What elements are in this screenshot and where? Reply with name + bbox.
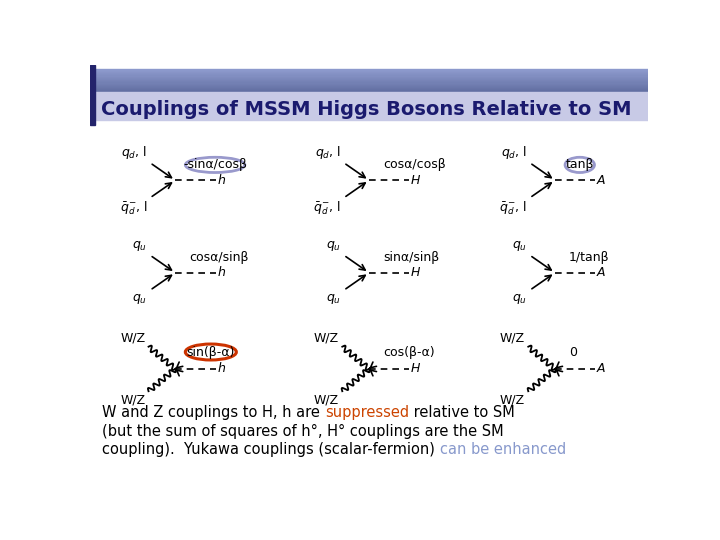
Bar [90, 82, 648, 83]
Text: $\bar{q}_d^{-}$, l: $\bar{q}_d^{-}$, l [120, 199, 148, 217]
Text: H: H [411, 266, 420, 279]
Text: A: A [597, 362, 606, 375]
Bar [90, 79, 648, 80]
Text: suppressed: suppressed [325, 406, 409, 420]
Bar [90, 88, 648, 90]
Bar [90, 85, 648, 86]
Text: relative to SM: relative to SM [409, 406, 515, 420]
Text: $q_u$: $q_u$ [132, 292, 148, 306]
Bar [90, 65, 96, 125]
Bar [90, 73, 648, 75]
Text: cosα/cosβ: cosα/cosβ [383, 158, 446, 171]
Bar [90, 78, 648, 79]
Text: $q_d$, l: $q_d$, l [501, 144, 527, 161]
Text: W/Z: W/Z [120, 332, 145, 345]
Text: W/Z: W/Z [120, 394, 145, 407]
Bar [90, 89, 648, 91]
Text: cos(β-α): cos(β-α) [383, 346, 435, 359]
Bar [90, 84, 648, 85]
Bar [90, 80, 648, 82]
Text: (but the sum of squares of h°, H° couplings are the SM: (but the sum of squares of h°, H° coupli… [102, 424, 504, 439]
Bar [90, 69, 648, 70]
Text: W/Z: W/Z [500, 394, 525, 407]
Text: Couplings of MSSM Higgs Bosons Relative to SM: Couplings of MSSM Higgs Bosons Relative … [101, 100, 631, 119]
Text: $\bar{q}_d^{-}$, l: $\bar{q}_d^{-}$, l [313, 199, 341, 217]
Text: h: h [217, 362, 225, 375]
Text: $q_d$, l: $q_d$, l [315, 144, 341, 161]
Text: W/Z: W/Z [314, 394, 339, 407]
Bar [90, 86, 648, 87]
Text: can be enhanced: can be enhanced [440, 442, 566, 457]
Text: tanβ: tanβ [565, 158, 594, 171]
Text: A: A [597, 266, 606, 279]
Bar [90, 77, 648, 78]
Text: W/Z: W/Z [500, 332, 525, 345]
Text: W and Z couplings to H, h are: W and Z couplings to H, h are [102, 406, 325, 420]
Text: sin(β-α): sin(β-α) [186, 346, 235, 359]
Bar [90, 71, 648, 72]
Text: W/Z: W/Z [314, 332, 339, 345]
Text: sinα/sinβ: sinα/sinβ [383, 251, 439, 264]
Text: $q_u$: $q_u$ [132, 240, 148, 253]
Bar [90, 91, 648, 92]
Bar [90, 92, 648, 120]
Text: $q_u$: $q_u$ [512, 292, 527, 306]
Text: $q_u$: $q_u$ [326, 240, 341, 253]
Text: $\bar{q}_d^{-}$, l: $\bar{q}_d^{-}$, l [499, 199, 527, 217]
Bar [90, 72, 648, 73]
Bar [90, 76, 648, 77]
Text: H: H [411, 362, 420, 375]
Text: 1/tanβ: 1/tanβ [569, 251, 610, 264]
Bar [90, 70, 648, 71]
Bar [90, 87, 648, 88]
Text: $q_d$, l: $q_d$, l [122, 144, 148, 161]
Text: -sinα/cosβ: -sinα/cosβ [183, 158, 247, 171]
Text: coupling).  Yukawa couplings (scalar-fermion): coupling). Yukawa couplings (scalar-ferm… [102, 442, 440, 457]
Text: $q_u$: $q_u$ [326, 292, 341, 306]
Bar [90, 83, 648, 84]
Text: h: h [217, 266, 225, 279]
Text: 0: 0 [569, 346, 577, 359]
Text: $q_u$: $q_u$ [512, 240, 527, 253]
Text: H: H [411, 174, 420, 187]
Text: cosα/sinβ: cosα/sinβ [189, 251, 248, 264]
Text: A: A [597, 174, 606, 187]
Bar [90, 75, 648, 76]
Text: h: h [217, 174, 225, 187]
